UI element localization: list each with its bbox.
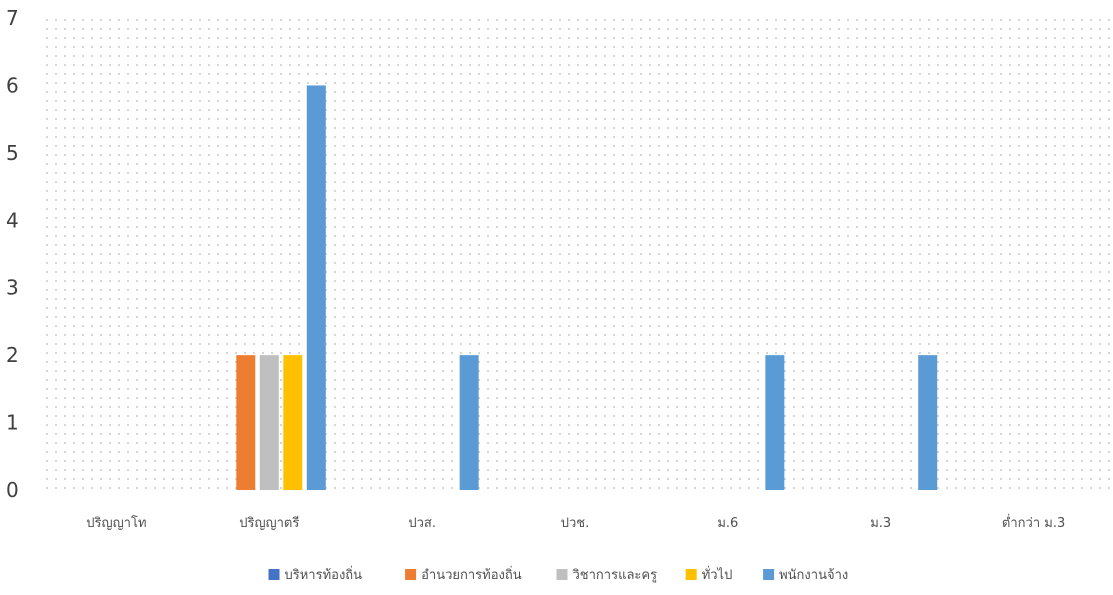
legend-item: วิชาการและครู [556, 568, 657, 583]
y-tick-label: 0 [6, 478, 19, 502]
bars [236, 85, 938, 490]
legend-swatch [685, 569, 697, 580]
legend-label: วิชาการและครู [572, 568, 657, 583]
y-axis-ticks: 0 1 2 3 4 5 6 7 [6, 6, 19, 502]
legend-label: อำนวยการท้องถิ่น [421, 566, 522, 583]
plot-area-background [40, 18, 1110, 490]
x-axis-ticks: ปริญญาโท ปริญญาตรี ปวส. ปวช. ม.6 ม.3 ต่ำกว่า ม… [86, 514, 1065, 531]
legend-item: บริหารท้องถิ่น [268, 566, 363, 583]
legend-swatch [268, 569, 280, 580]
y-tick-label: 7 [6, 6, 19, 30]
x-tick-label: ปวส. [408, 516, 436, 531]
legend: บริหารท้องถิ่น อำนวยการท้องถิ่น วิชาการและ… [268, 566, 848, 583]
legend-item: พนักงานจ้าง [763, 568, 848, 583]
x-tick-label: ม.3 [870, 516, 891, 531]
x-tick-label: ปวช. [561, 516, 590, 531]
bar [283, 355, 303, 490]
y-tick-label: 6 [6, 73, 19, 97]
bar [306, 85, 326, 490]
legend-label: บริหารท้องถิ่น [285, 566, 363, 583]
legend-swatch [556, 569, 568, 580]
legend-item: อำนวยการท้องถิ่น [405, 566, 522, 583]
legend-label: พนักงานจ้าง [779, 568, 848, 583]
x-tick-label: ปริญญาตรี [239, 515, 299, 531]
x-tick-label: ม.6 [717, 516, 738, 531]
legend-swatch [405, 569, 417, 580]
bar [459, 355, 479, 490]
y-tick-label: 1 [6, 411, 19, 435]
bar [259, 355, 279, 490]
y-tick-label: 3 [6, 276, 19, 300]
bar [918, 355, 938, 490]
legend-label: ทั่วไป [702, 566, 733, 583]
bar [765, 355, 785, 490]
x-tick-label: ต่ำกว่า ม.3 [1002, 514, 1065, 531]
y-tick-label: 4 [6, 208, 19, 232]
y-tick-label: 2 [6, 343, 19, 367]
legend-item: ทั่วไป [685, 566, 733, 583]
bar [236, 355, 256, 490]
y-tick-label: 5 [6, 141, 19, 165]
x-tick-label: ปริญญาโท [86, 515, 146, 531]
legend-swatch [763, 569, 775, 580]
